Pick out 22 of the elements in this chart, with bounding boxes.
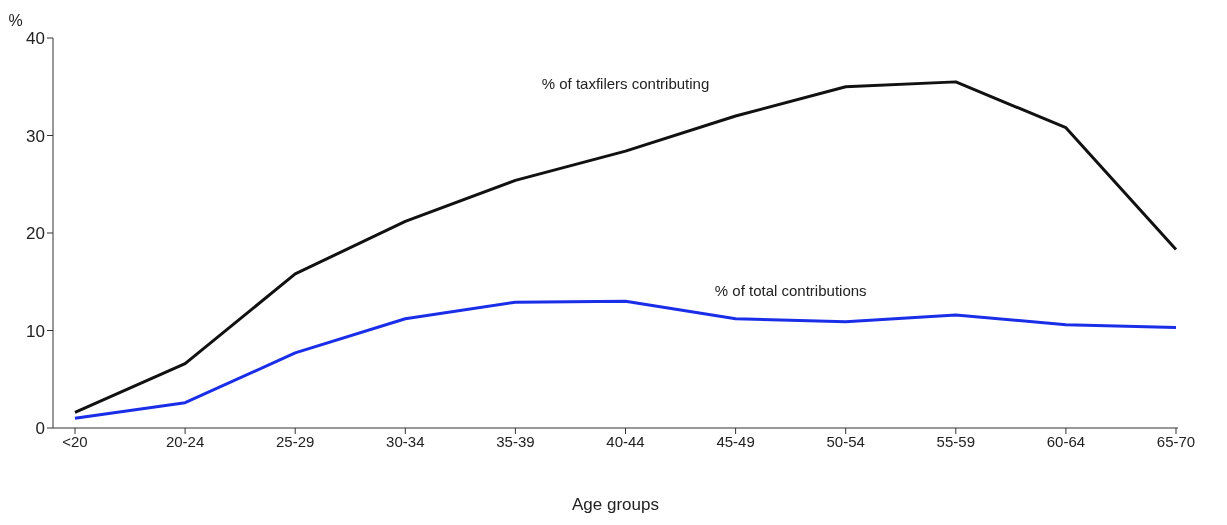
y-axis-title: % xyxy=(8,12,23,29)
y-tick-label: 20 xyxy=(26,224,45,244)
x-tick-label: 35-39 xyxy=(496,432,535,450)
x-tick-label: 50-54 xyxy=(826,432,865,450)
y-tick-label: 40 xyxy=(26,29,45,49)
y-tick-label: 30 xyxy=(26,126,45,146)
y-tick-label: 0 xyxy=(35,419,45,439)
x-tick-label: 45-49 xyxy=(716,432,755,450)
x-tick-label: 40-44 xyxy=(606,432,645,450)
x-tick-label: 25-29 xyxy=(276,432,315,450)
line-series xyxy=(73,299,1178,420)
x-tick-label: 30-34 xyxy=(386,432,425,450)
series-label: % of total contributions xyxy=(714,281,867,299)
text: % of taxfilers contributing xyxy=(541,75,710,93)
x-tick-label: 55-59 xyxy=(936,432,975,450)
x-tick-label: 20-24 xyxy=(165,432,205,450)
y-tick-label: 10 xyxy=(26,321,45,341)
x-tick-label: <20 xyxy=(62,432,88,450)
line-series xyxy=(73,80,1178,414)
x-axis-title: Age groups xyxy=(572,495,659,515)
x-tick-label: 65-70 xyxy=(1156,432,1196,450)
x-tick-label: 60-64 xyxy=(1046,432,1086,450)
